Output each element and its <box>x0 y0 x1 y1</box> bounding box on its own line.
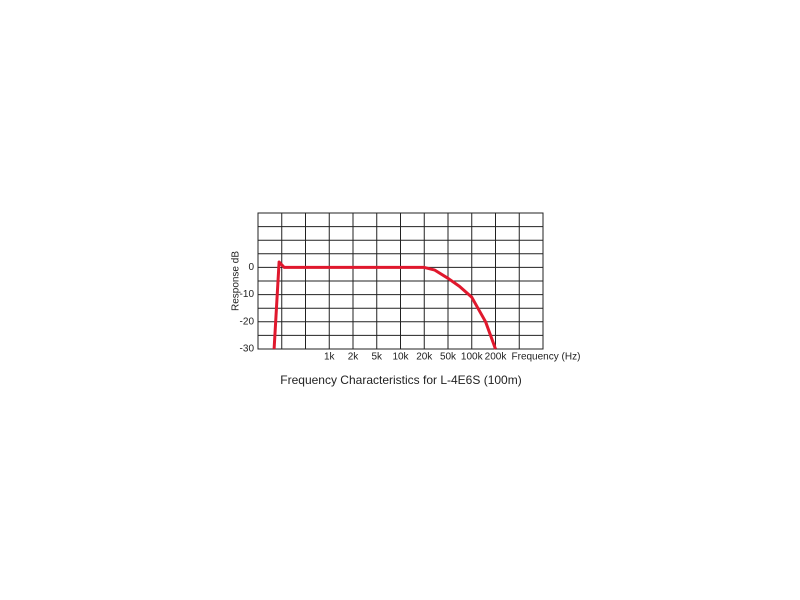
x-tick-label: 200k <box>485 352 508 363</box>
y-tick-label: -10 <box>240 289 255 300</box>
y-axis-label: Response dB <box>231 251 242 311</box>
response-line <box>272 260 497 350</box>
x-tick-label: 10k <box>392 352 409 363</box>
x-tick-label: 50k <box>440 352 457 363</box>
chart-title: Frequency Characteristics for L-4E6S (10… <box>280 373 521 387</box>
x-tick-label: 100k <box>461 352 484 363</box>
y-tick-label: -20 <box>240 316 255 327</box>
x-tick-label: 2k <box>348 352 360 363</box>
y-tick-label: 0 <box>248 262 254 273</box>
x-tick-label: 5k <box>371 352 383 363</box>
x-axis-label: Frequency (Hz) <box>512 352 581 363</box>
x-tick-label: 1k <box>324 352 336 363</box>
y-tick-label: -30 <box>240 344 255 355</box>
x-tick-label: 20k <box>416 352 433 363</box>
